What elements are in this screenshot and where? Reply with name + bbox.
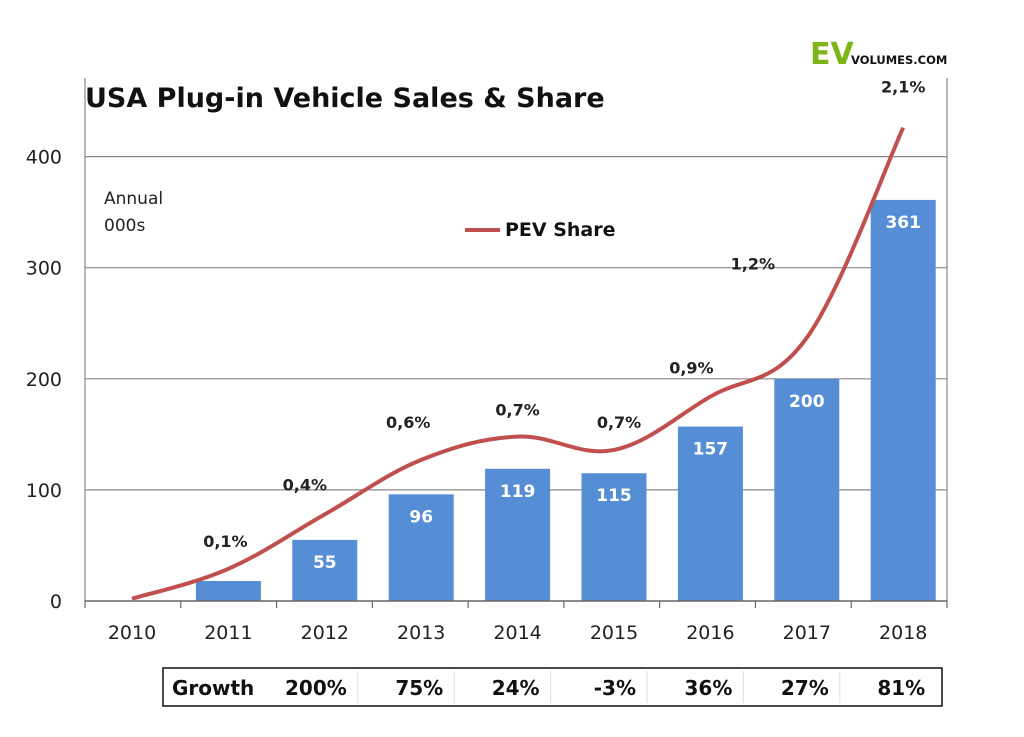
x-tick-label: 2018 [879, 622, 927, 644]
logo-volumes-text: VOLUMES.COM [851, 53, 947, 67]
bar [774, 378, 840, 601]
bar-value-label: 119 [500, 482, 536, 502]
legend: PEV Share [465, 219, 616, 241]
growth-value: 75% [395, 676, 443, 700]
logo-ev-text: EV [810, 37, 854, 72]
chart-title: USA Plug-in Vehicle Sales & Share [85, 83, 605, 114]
unit-note-line-2: 000s [104, 216, 145, 236]
share-value-label: 2,1% [881, 78, 925, 97]
share-line [131, 126, 906, 601]
bar [870, 199, 936, 601]
y-tick-label: 400 [26, 147, 62, 169]
x-tick-label: 2015 [590, 622, 638, 644]
bar-value-label: 157 [693, 440, 729, 460]
bar-value-label: 200 [789, 392, 825, 412]
share-value-label: 1,2% [731, 255, 775, 274]
bar-value-label: 115 [596, 486, 632, 506]
x-tick-label: 2016 [686, 622, 734, 644]
bar [195, 581, 261, 601]
x-tick-label: 2017 [783, 622, 831, 644]
share-value-label: 0,7% [495, 401, 539, 420]
x-tick-label: 2011 [204, 622, 252, 644]
bar-series: 55 96 119 115 157 200 361 [195, 199, 936, 601]
y-tick-label: 0 [50, 591, 62, 613]
share-value-label: 0,6% [386, 413, 430, 432]
share-value-label: 0,1% [203, 532, 247, 551]
x-tick-label: 2014 [493, 622, 541, 644]
y-axis: 0 100 200 300 400 [26, 78, 948, 613]
x-tick-label: 2010 [108, 622, 156, 644]
growth-value: 24% [492, 676, 540, 700]
bar [292, 539, 358, 601]
share-value-label: 0,4% [283, 475, 327, 494]
evvolumes-logo: EV VOLUMES.COM [810, 37, 947, 72]
growth-value: -3% [594, 676, 636, 700]
growth-value: 36% [685, 676, 733, 700]
growth-table-border [162, 667, 943, 707]
bar [485, 468, 551, 601]
share-line-series: 0,1% 0,4% 0,6% 0,7% 0,7% 0,9% 1,2% 2,1% [131, 78, 925, 601]
x-tick-label: 2012 [301, 622, 349, 644]
growth-value: 81% [877, 676, 925, 700]
x-axis: 2010 2011 2012 2013 2014 2015 2016 2017 2018 [84, 600, 948, 644]
legend-label-pev-share: PEV Share [505, 219, 616, 241]
x-tick-label: 2013 [397, 622, 445, 644]
growth-value: 200% [285, 676, 347, 700]
bar-value-label: 96 [409, 507, 433, 527]
bar [388, 494, 454, 601]
growth-label: Growth [172, 676, 254, 700]
growth-table: Growth 200% 75% 24% -3% 36% 27% 81% [162, 667, 943, 707]
y-tick-label: 300 [26, 258, 62, 280]
unit-note-line-1: Annual [104, 189, 163, 209]
share-value-label: 0,7% [597, 413, 641, 432]
growth-value: 27% [781, 676, 829, 700]
bar [581, 473, 647, 601]
bar-value-label: 55 [313, 553, 337, 573]
share-value-label: 0,9% [669, 359, 713, 378]
bar [677, 426, 743, 601]
y-tick-label: 200 [26, 369, 62, 391]
bar-value-label: 361 [885, 213, 921, 233]
y-tick-label: 100 [26, 480, 62, 502]
